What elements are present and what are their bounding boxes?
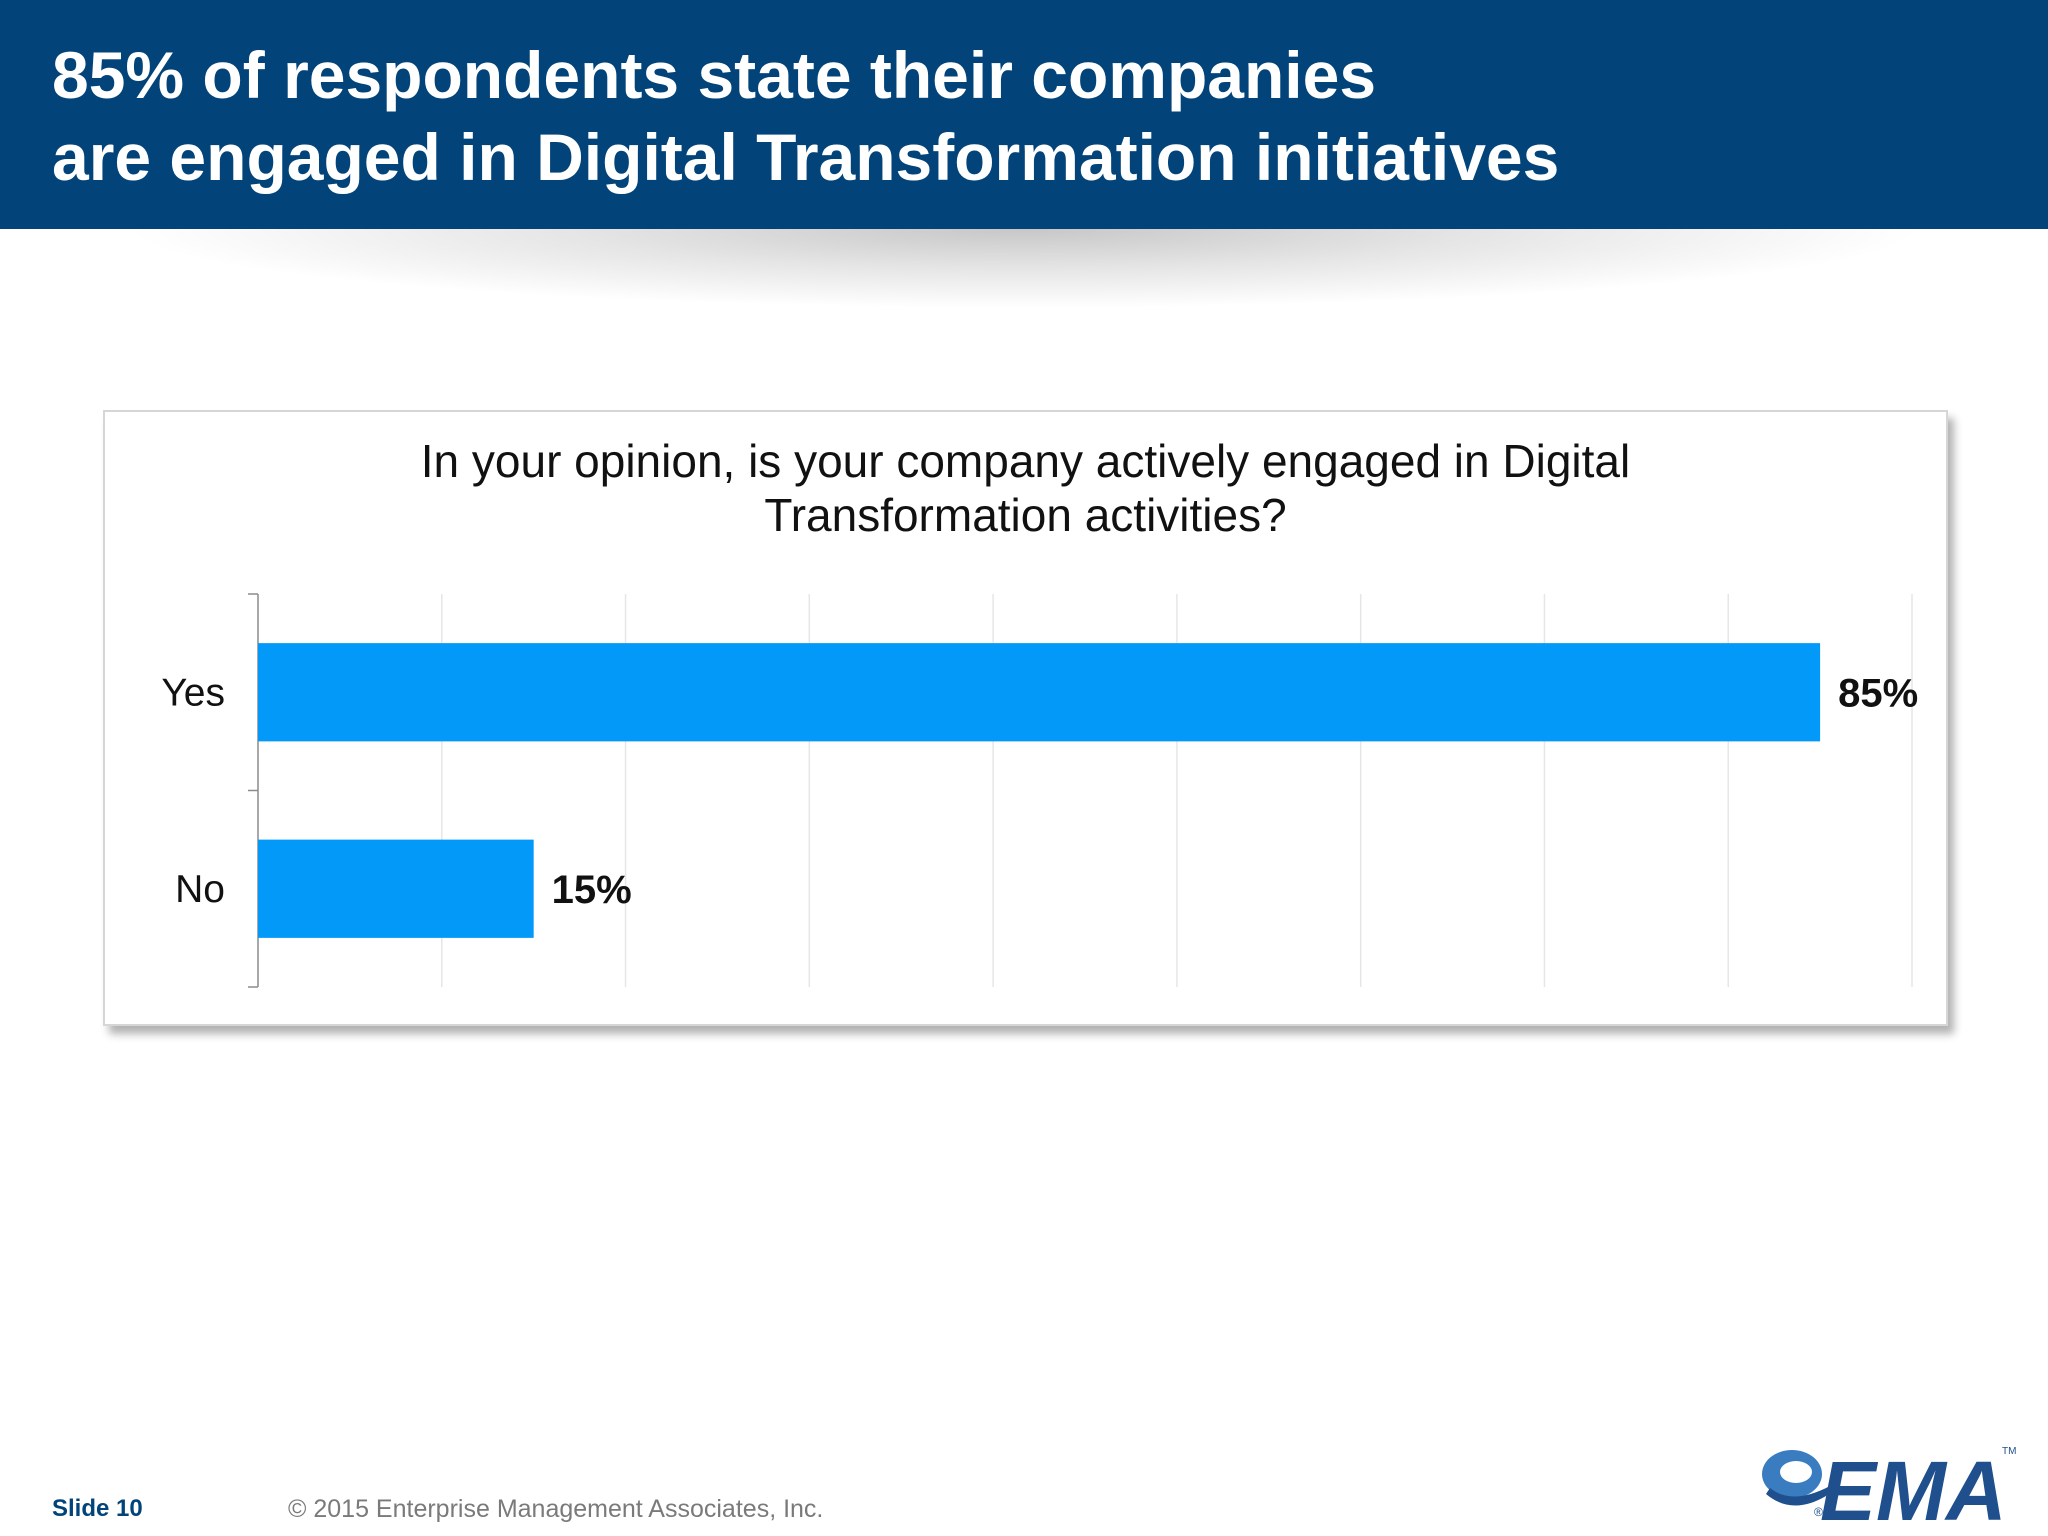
chart-container: In your opinion, is your company activel… — [103, 410, 1948, 1026]
category-label: Yes — [161, 671, 225, 714]
slide-title-line-1: 85% of respondents state their companies — [52, 38, 1377, 112]
category-label: No — [175, 868, 225, 911]
bar-yes — [258, 643, 1821, 742]
logo-registered: ® — [1814, 1505, 1823, 1519]
slide-title: 85% of respondents state their companies… — [52, 34, 1559, 198]
data-label: 85% — [1838, 671, 1918, 715]
logo-swoosh-tail — [1766, 1486, 1830, 1506]
slide-title-line-2: are engaged in Digital Transformation in… — [52, 120, 1560, 194]
chart-title: In your opinion, is your company activel… — [105, 434, 1946, 542]
chart-title-line-2: Transformation activities? — [764, 489, 1287, 541]
copyright-text: © 2015 Enterprise Management Associates,… — [288, 1495, 824, 1523]
slide-number: Slide 10 — [52, 1495, 143, 1522]
header-shadow — [120, 229, 1928, 309]
bar-chart: Yes 85% No 15% — [161, 593, 1918, 988]
bar-no — [258, 839, 534, 938]
data-label: 15% — [552, 868, 632, 912]
ema-logo: EMA ® TM — [1762, 1444, 2016, 1528]
logo-trademark: TM — [2002, 1446, 2016, 1457]
chart-title-line-1: In your opinion, is your company activel… — [420, 435, 1631, 487]
slide-header: 85% of respondents state their companies… — [0, 0, 2048, 229]
logo-swoosh-highlight — [1780, 1461, 1812, 1483]
logo-text: EMA — [1820, 1444, 2007, 1528]
